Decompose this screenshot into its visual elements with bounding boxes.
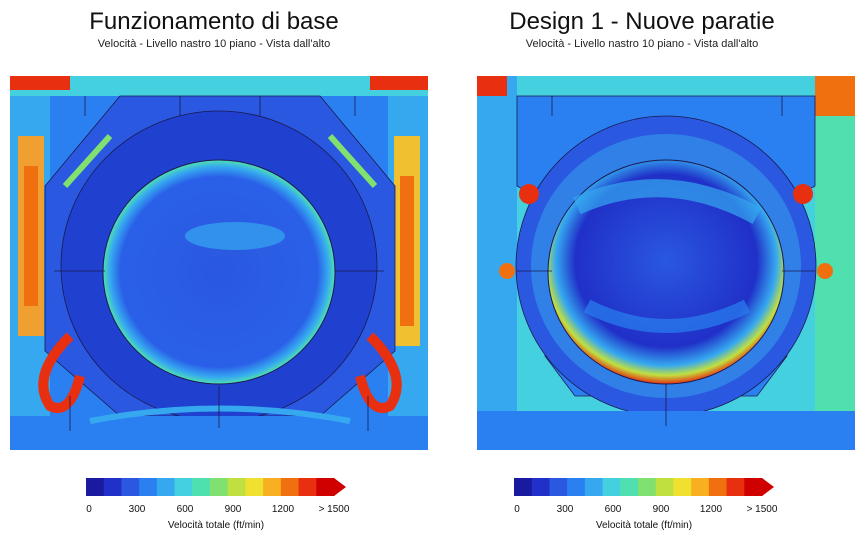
legend-tick: 600 [604,504,622,515]
legend-tick: > 1500 [746,504,778,515]
legend-swatch [210,478,229,496]
legend-swatch [245,478,264,496]
contour-svg-baseline [10,76,428,450]
contour-svg-design [477,76,855,450]
legend-swatch [86,478,105,496]
panel-title: Funzionamento di base [89,8,339,35]
legend-tick: > 1500 [318,504,350,515]
legend-tick: 900 [652,504,670,515]
legend-tick: 300 [556,504,574,515]
legend-swatch [620,478,639,496]
legend-caption: Velocità totale (ft/min) [595,520,693,531]
legend-swatch [602,478,621,496]
legend-swatch [531,478,550,496]
panel-title: Design 1 - Nuove paratie [509,8,775,35]
legend-tick: 900 [224,504,242,515]
legend-swatch [567,478,586,496]
velocity-contour-plot [10,76,428,450]
legend-swatch [584,478,604,496]
velocity-legend: 0 300 600 900 1200 > 1500 Velocità total… [514,478,794,538]
legend-swatch [691,478,710,496]
velocity-legend: 0 300 600 900 1200 > 1500 Velocità total… [86,478,366,538]
legend-tick: 1200 [699,504,723,515]
legend-swatch [192,478,211,496]
legend-swatch [708,478,728,496]
panel-subtitle: Velocità - Livello nastro 10 piano - Vis… [525,38,759,50]
velocity-contour-plot [477,76,855,450]
legend-swatch [744,478,763,496]
legend-swatch [227,478,246,496]
legend-tick: 1200 [271,504,295,515]
panel-baseline: Funzionamento di base Velocità - Livello… [10,8,428,538]
legend-swatch [280,478,300,496]
legend-swatch [673,478,692,496]
legend-colorbar [86,478,346,496]
legend-swatch [549,478,568,496]
legend-swatch [514,478,533,496]
legend-tick: 300 [128,504,146,515]
legend-overflow-arrow [334,478,346,496]
legend-swatch [156,478,176,496]
legend-swatch [103,478,122,496]
legend-swatch [263,478,282,496]
legend-overflow-arrow [762,478,774,496]
legend-swatch [638,478,657,496]
legend-swatch [139,478,158,496]
legend-tick: 0 [514,504,520,515]
legend-swatch [121,478,140,496]
legend-tick: 600 [176,504,194,515]
legend-swatch [316,478,335,496]
legend-caption: Velocità totale (ft/min) [167,520,265,531]
legend-swatch [655,478,674,496]
panel-design-1: Design 1 - Nuove paratie Velocità - Live… [428,0,856,540]
legend-swatch [726,478,745,496]
legend-swatch [174,478,193,496]
panel-subtitle: Velocità - Livello nastro 10 piano - Vis… [97,38,331,50]
legend-swatch [298,478,317,496]
legend-tick: 0 [86,504,92,515]
legend-colorbar [514,478,774,496]
